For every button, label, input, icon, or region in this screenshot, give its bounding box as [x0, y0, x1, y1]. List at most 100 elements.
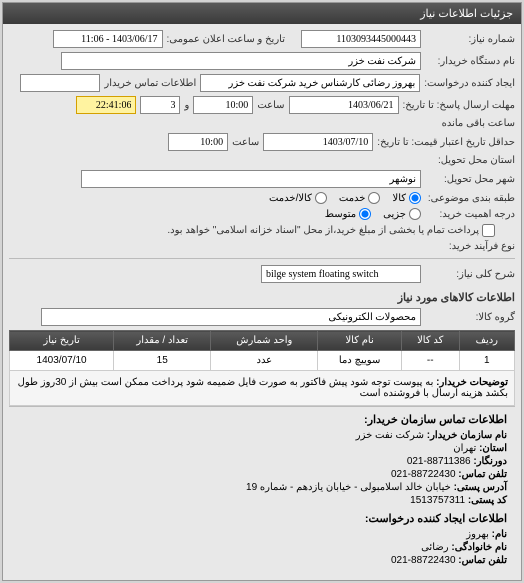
radio-goods-service[interactable] — [315, 192, 327, 204]
label-priority: درجه اهمیت خرید: — [425, 209, 515, 220]
lbl-fax: دورنگار: — [473, 456, 507, 467]
label-explain: توضیحات خریدار: — [436, 377, 508, 388]
label-payment: نوع فرآیند خرید: — [425, 241, 515, 252]
cell-idx: 1 — [459, 351, 514, 371]
val-address: خیابان خالد اسلامبولی - خیابان یازدهم - … — [246, 482, 451, 493]
radio-item-normal[interactable]: متوسط — [325, 208, 371, 220]
table-note-row: توضیحات خریدار: به پیوست توجه شود پیش فا… — [10, 371, 515, 406]
goods-table: ردیف کد کالا نام کالا واحد شمارش تعداد /… — [9, 330, 515, 406]
val-cfamily: رضائی — [421, 542, 449, 553]
th-name: نام کالا — [318, 331, 401, 351]
val-postal: 1513757311 — [410, 495, 465, 506]
label-and: و — [184, 100, 189, 111]
line-creator-phone: تلفن تماس: 88722430-021 — [17, 555, 507, 566]
label-category: طبقه بندی موضوعی: — [425, 193, 515, 204]
contact-section: اطلاعات تماس سازمان خریدار: نام سازمان خ… — [9, 406, 515, 574]
details-panel: جزئیات اطلاعات نیاز شماره نیاز: تاریخ و … — [2, 2, 522, 581]
goods-info-title: اطلاعات کالاهای مورد نیاز — [9, 291, 515, 304]
label-request-no: شماره نیاز: — [425, 34, 515, 45]
input-validity-time[interactable] — [168, 133, 228, 151]
cell-code: -- — [401, 351, 459, 371]
cell-qty: 15 — [114, 351, 211, 371]
lbl-phone: تلفن تماس: — [458, 469, 507, 480]
radio-item-goods[interactable]: کالا — [392, 192, 421, 204]
cell-date: 1403/07/10 — [10, 351, 114, 371]
input-days[interactable] — [140, 96, 180, 114]
radio-normal[interactable] — [359, 208, 371, 220]
label-delivery-state: استان محل تحویل: — [425, 155, 515, 166]
th-unit: واحد شمارش — [211, 331, 318, 351]
radio-goods[interactable] — [409, 192, 421, 204]
separator — [9, 258, 515, 259]
input-creator[interactable] — [200, 74, 420, 92]
label-remaining: ساعت باقی مانده — [442, 118, 515, 129]
radio-item-goods-service[interactable]: کالا/خدمت — [269, 192, 327, 204]
lbl-cfamily: نام خانوادگی: — [451, 542, 507, 553]
label-goods-group: گروه کالا: — [425, 312, 515, 323]
row-delivery-state: استان محل تحویل: — [9, 155, 515, 166]
lbl-postal: کد پستی: — [468, 495, 507, 506]
table-header-row: ردیف کد کالا نام کالا واحد شمارش تعداد /… — [10, 331, 515, 351]
checkbox-item-payment[interactable]: پرداخت تمام یا بخشی از مبلغ خرید،از محل … — [167, 224, 495, 237]
row-buyer-org: نام دستگاه خریدار: — [9, 52, 515, 70]
lbl-state: استان: — [479, 443, 507, 454]
label-creator: ایجاد کننده درخواست: — [424, 78, 515, 89]
radio-partial-label: جزیی — [383, 209, 406, 220]
input-contacts[interactable] — [20, 74, 100, 92]
input-announce[interactable] — [53, 30, 163, 48]
input-delivery-city[interactable] — [81, 170, 421, 188]
category-radio-group: کالا خدمت کالا/خدمت — [269, 192, 421, 204]
th-idx: ردیف — [459, 331, 514, 351]
radio-service[interactable] — [368, 192, 380, 204]
input-goods-group[interactable] — [41, 308, 421, 326]
label-validity-time: ساعت — [232, 137, 259, 148]
note-cell: توضیحات خریدار: به پیوست توجه شود پیش فا… — [10, 371, 515, 406]
row-need-title: شرح کلی نیاز: — [9, 265, 515, 283]
cell-name: سوییچ دما — [318, 351, 401, 371]
input-need-title[interactable] — [261, 265, 421, 283]
input-buyer-org[interactable] — [61, 52, 421, 70]
line-fax: دورنگار: 88711386-021 — [17, 456, 507, 467]
payment-desc: پرداخت تمام یا بخشی از مبلغ خرید،از محل … — [167, 225, 479, 236]
panel-title: جزئیات اطلاعات نیاز — [3, 3, 521, 24]
val-org: شرکت نفت خزر — [356, 430, 424, 441]
radio-partial[interactable] — [409, 208, 421, 220]
lbl-org: نام سازمان خریدار: — [427, 430, 507, 441]
cell-unit: عدد — [211, 351, 318, 371]
line-postal: کد پستی: 1513757311 — [17, 495, 507, 506]
priority-radio-group: جزیی متوسط — [325, 208, 421, 220]
input-deadline-date[interactable] — [289, 96, 399, 114]
input-validity-date[interactable] — [263, 133, 373, 151]
lbl-cphone: تلفن تماس: — [458, 555, 507, 566]
row-payment-type: نوع فرآیند خرید: — [9, 241, 515, 252]
input-deadline-time[interactable] — [193, 96, 253, 114]
radio-service-label: خدمت — [339, 193, 366, 204]
radio-normal-label: متوسط — [325, 209, 356, 220]
row-category: طبقه بندی موضوعی: کالا خدمت کالا/خدمت — [9, 192, 515, 204]
label-time: ساعت — [257, 100, 284, 111]
label-contacts: اطلاعات تماس خریدار — [104, 78, 196, 89]
val-cphone: 88722430-021 — [391, 555, 456, 566]
explain-text: به پیوست توجه شود پیش فاکتور به صورت فای… — [18, 377, 508, 399]
row-deadline: مهلت ارسال پاسخ: تا تاریخ: ساعت و ساعت ب… — [9, 96, 515, 129]
creator-title: اطلاعات ایجاد کننده درخواست: — [17, 512, 507, 525]
input-remaining-time[interactable] — [76, 96, 136, 114]
line-creator-name: نام: بهروز — [17, 529, 507, 540]
val-phone: 88722430-021 — [391, 469, 456, 480]
line-address: آدرس پستی: خیابان خالد اسلامبولی - خیابا… — [17, 482, 507, 493]
label-validity: حداقل تاریخ اعتبار قیمت: تا تاریخ: — [377, 137, 515, 148]
val-state: تهران — [453, 443, 476, 454]
line-creator-family: نام خانوادگی: رضائی — [17, 542, 507, 553]
radio-goods-service-label: کالا/خدمت — [269, 193, 312, 204]
radio-item-partial[interactable]: جزیی — [383, 208, 421, 220]
table-row[interactable]: 1 -- سوییچ دما عدد 15 1403/07/10 — [10, 351, 515, 371]
label-need-title: شرح کلی نیاز: — [425, 269, 515, 280]
line-org: نام سازمان خریدار: شرکت نفت خزر — [17, 430, 507, 441]
contact-title: اطلاعات تماس سازمان خریدار: — [17, 413, 507, 426]
lbl-address: آدرس پستی: — [454, 482, 507, 493]
row-delivery-city: شهر محل تحویل: — [9, 170, 515, 188]
checkbox-payment[interactable] — [482, 224, 495, 237]
radio-goods-label: کالا — [392, 193, 406, 204]
input-request-no[interactable] — [301, 30, 421, 48]
radio-item-service[interactable]: خدمت — [339, 192, 381, 204]
